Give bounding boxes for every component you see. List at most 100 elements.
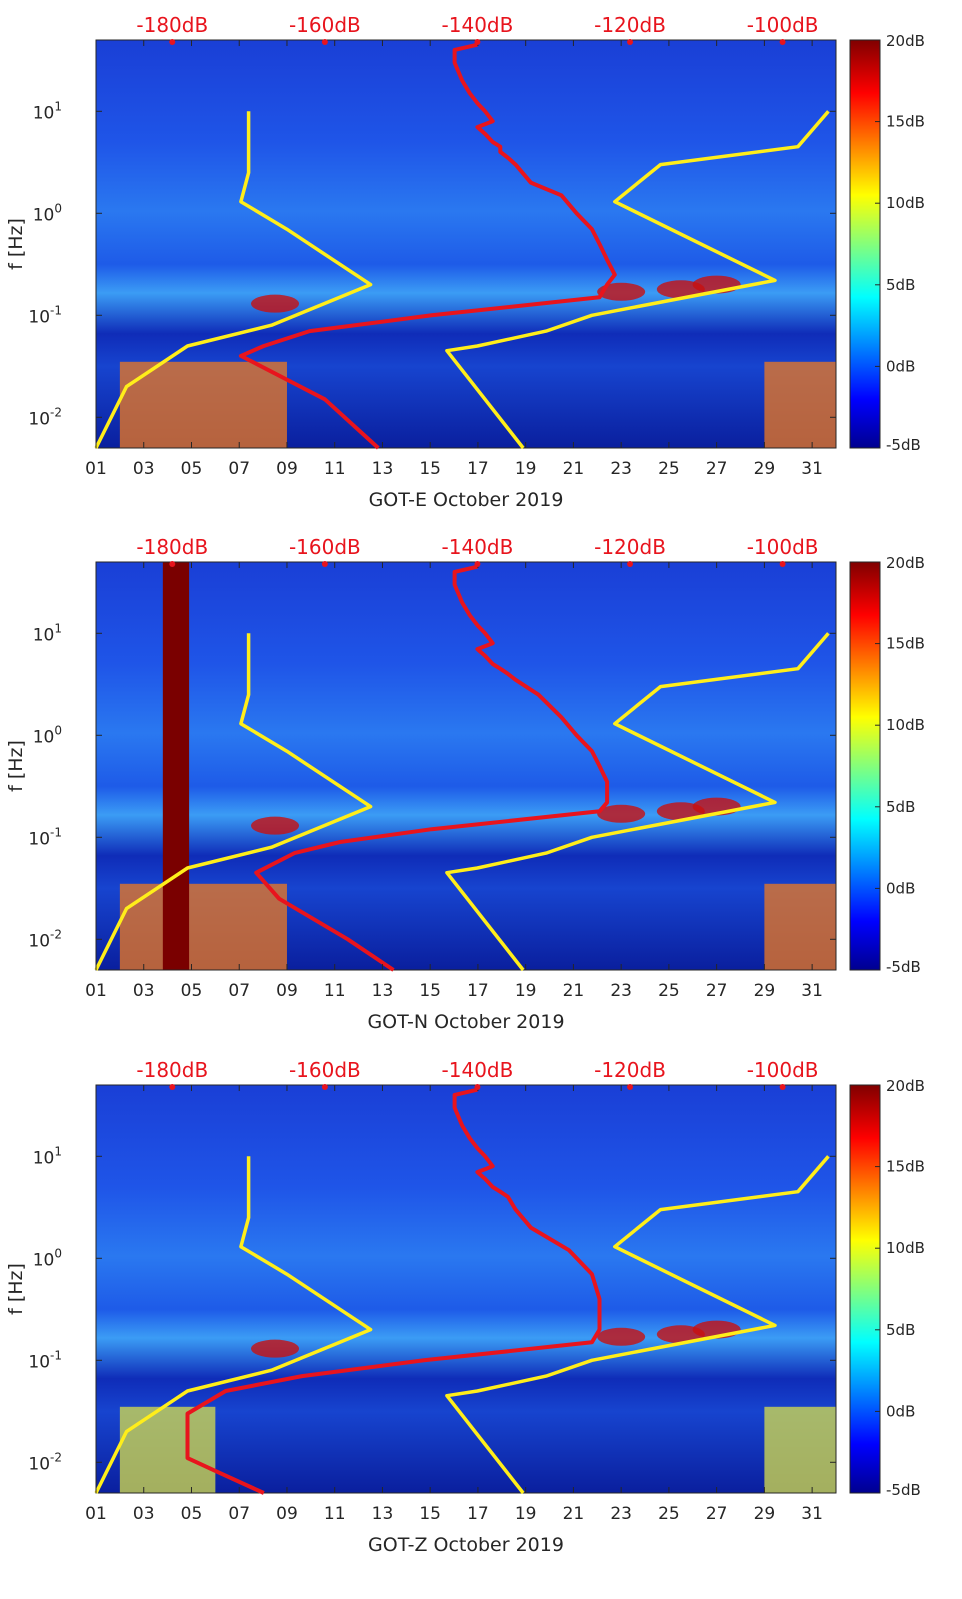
colorbar-label: 10dB <box>886 194 925 212</box>
plot-frame <box>95 1084 837 1494</box>
x-tick-label: 11 <box>324 981 346 1001</box>
y-tick-label: 10-2 <box>28 927 62 951</box>
x-tick-label: 27 <box>706 459 728 479</box>
x-tick-label: 11 <box>324 459 346 479</box>
y-tick-label: 100 <box>33 723 62 747</box>
colorbar-label: 5dB <box>886 798 915 816</box>
x-tick-label: 09 <box>276 459 298 479</box>
top-axis-db-label: -140dB <box>442 13 514 37</box>
noise-model-line <box>94 1156 373 1494</box>
colorbar-label: -5dB <box>886 958 921 976</box>
noise-model-line <box>445 1155 830 1495</box>
top-axis-db-label: -120dB <box>594 535 666 559</box>
x-tick-label: 25 <box>658 459 680 479</box>
y-tick-base: 10 <box>33 625 55 645</box>
y-tick-label: 100 <box>33 201 62 225</box>
top-axis-marker <box>321 1084 328 1090</box>
y-axis-title: f [Hz] <box>5 740 27 792</box>
microseism-peak <box>251 294 300 313</box>
x-tick-label: 07 <box>228 981 250 1001</box>
top-axis-marker <box>474 39 481 45</box>
x-tick-label: 29 <box>754 459 776 479</box>
x-tick-label: 17 <box>467 1504 489 1524</box>
top-axis-db-label: -180dB <box>136 1058 208 1082</box>
y-tick-base: 10 <box>28 1352 50 1372</box>
data-gap-column <box>162 562 190 970</box>
colorbar-label: 5dB <box>886 1321 915 1339</box>
x-axis-title: GOT-Z October 2019 <box>368 1534 564 1556</box>
colorbar-label: 0dB <box>886 879 915 897</box>
colorbar <box>849 561 881 971</box>
x-tick-label: 19 <box>515 459 537 479</box>
x-tick-label: 05 <box>181 981 203 1001</box>
x-tick-label: 09 <box>276 1504 298 1524</box>
top-axis-marker <box>779 1084 786 1090</box>
x-tick-label: 19 <box>515 1504 537 1524</box>
colorbar-label: 20dB <box>886 554 925 572</box>
top-axis-marker <box>779 561 786 567</box>
y-tick-base: 10 <box>33 727 55 747</box>
x-tick-label: 31 <box>801 981 823 1001</box>
colorbar <box>849 39 881 449</box>
noise-model-line <box>445 110 830 450</box>
y-tick-label: 10-1 <box>28 1348 62 1372</box>
x-tick-label: 17 <box>467 459 489 479</box>
x-tick-label: 31 <box>801 459 823 479</box>
median-psd-line <box>254 564 610 972</box>
colorbar-label: 15dB <box>886 1158 925 1176</box>
x-tick-label: 29 <box>754 981 776 1001</box>
top-axis-marker <box>627 561 634 567</box>
colorbar <box>849 1084 881 1494</box>
y-tick-exponent: 0 <box>54 723 62 737</box>
spectrogram-panel-2: 01 03 05 07 09 11 13 15 17 19 21 23 25 27 29 3110-210-1… <box>5 535 925 1033</box>
x-tick-label: 21 <box>563 1504 585 1524</box>
colorbar-label: -5dB <box>886 436 921 454</box>
x-tick-label: 13 <box>372 981 394 1001</box>
noise-model-line <box>94 633 373 971</box>
top-axis-marker <box>169 1084 176 1090</box>
spectrogram-panel-3: 01 03 05 07 09 11 13 15 17 19 21 23 25 27 29 3110-210-1… <box>5 1058 925 1556</box>
y-tick-base: 10 <box>28 1454 50 1474</box>
x-tick-label: 25 <box>658 1504 680 1524</box>
plot-background <box>96 1085 836 1493</box>
top-axis-db-label: -100dB <box>747 1058 819 1082</box>
y-tick-base: 10 <box>28 307 50 327</box>
x-tick-label: 19 <box>515 981 537 1001</box>
y-tick-exponent: 1 <box>54 1144 62 1158</box>
microseism-peak <box>597 1327 646 1346</box>
top-axis-marker <box>169 39 176 45</box>
median-psd-line <box>185 1087 602 1495</box>
y-tick-exponent: -1 <box>50 1348 62 1362</box>
y-tick-label: 101 <box>33 621 62 645</box>
y-tick-exponent: -1 <box>50 303 62 317</box>
x-tick-label: 23 <box>610 1504 632 1524</box>
top-axis-db-label: -180dB <box>136 13 208 37</box>
y-tick-label: 10-1 <box>28 825 62 849</box>
y-tick-base: 10 <box>33 103 55 123</box>
top-axis-marker <box>474 1084 481 1090</box>
top-axis-db-label: -120dB <box>594 1058 666 1082</box>
x-tick-label: 31 <box>801 1504 823 1524</box>
top-axis-db-label: -160dB <box>289 1058 361 1082</box>
top-axis-db-label: -160dB <box>289 535 361 559</box>
x-tick-label: 07 <box>228 1504 250 1524</box>
x-tick-label: 09 <box>276 981 298 1001</box>
x-axis-title: GOT-N October 2019 <box>367 1011 564 1033</box>
y-tick-exponent: 0 <box>54 1246 62 1260</box>
x-tick-label: 27 <box>706 981 728 1001</box>
low-frequency-energy-band <box>119 1406 216 1493</box>
y-tick-label: 101 <box>33 99 62 123</box>
colorbar-label: 10dB <box>886 1239 925 1257</box>
top-axis-db-label: -120dB <box>594 13 666 37</box>
top-axis-db-label: -100dB <box>747 535 819 559</box>
y-tick-label: 10-1 <box>28 303 62 327</box>
x-tick-label: 23 <box>610 459 632 479</box>
y-tick-label: 101 <box>33 1144 62 1168</box>
y-tick-exponent: -2 <box>50 927 62 941</box>
x-tick-label: 15 <box>419 1504 441 1524</box>
y-tick-label: 100 <box>33 1246 62 1270</box>
x-tick-label: 11 <box>324 1504 346 1524</box>
x-tick-label: 13 <box>372 459 394 479</box>
colorbar-label: 5dB <box>886 276 915 294</box>
